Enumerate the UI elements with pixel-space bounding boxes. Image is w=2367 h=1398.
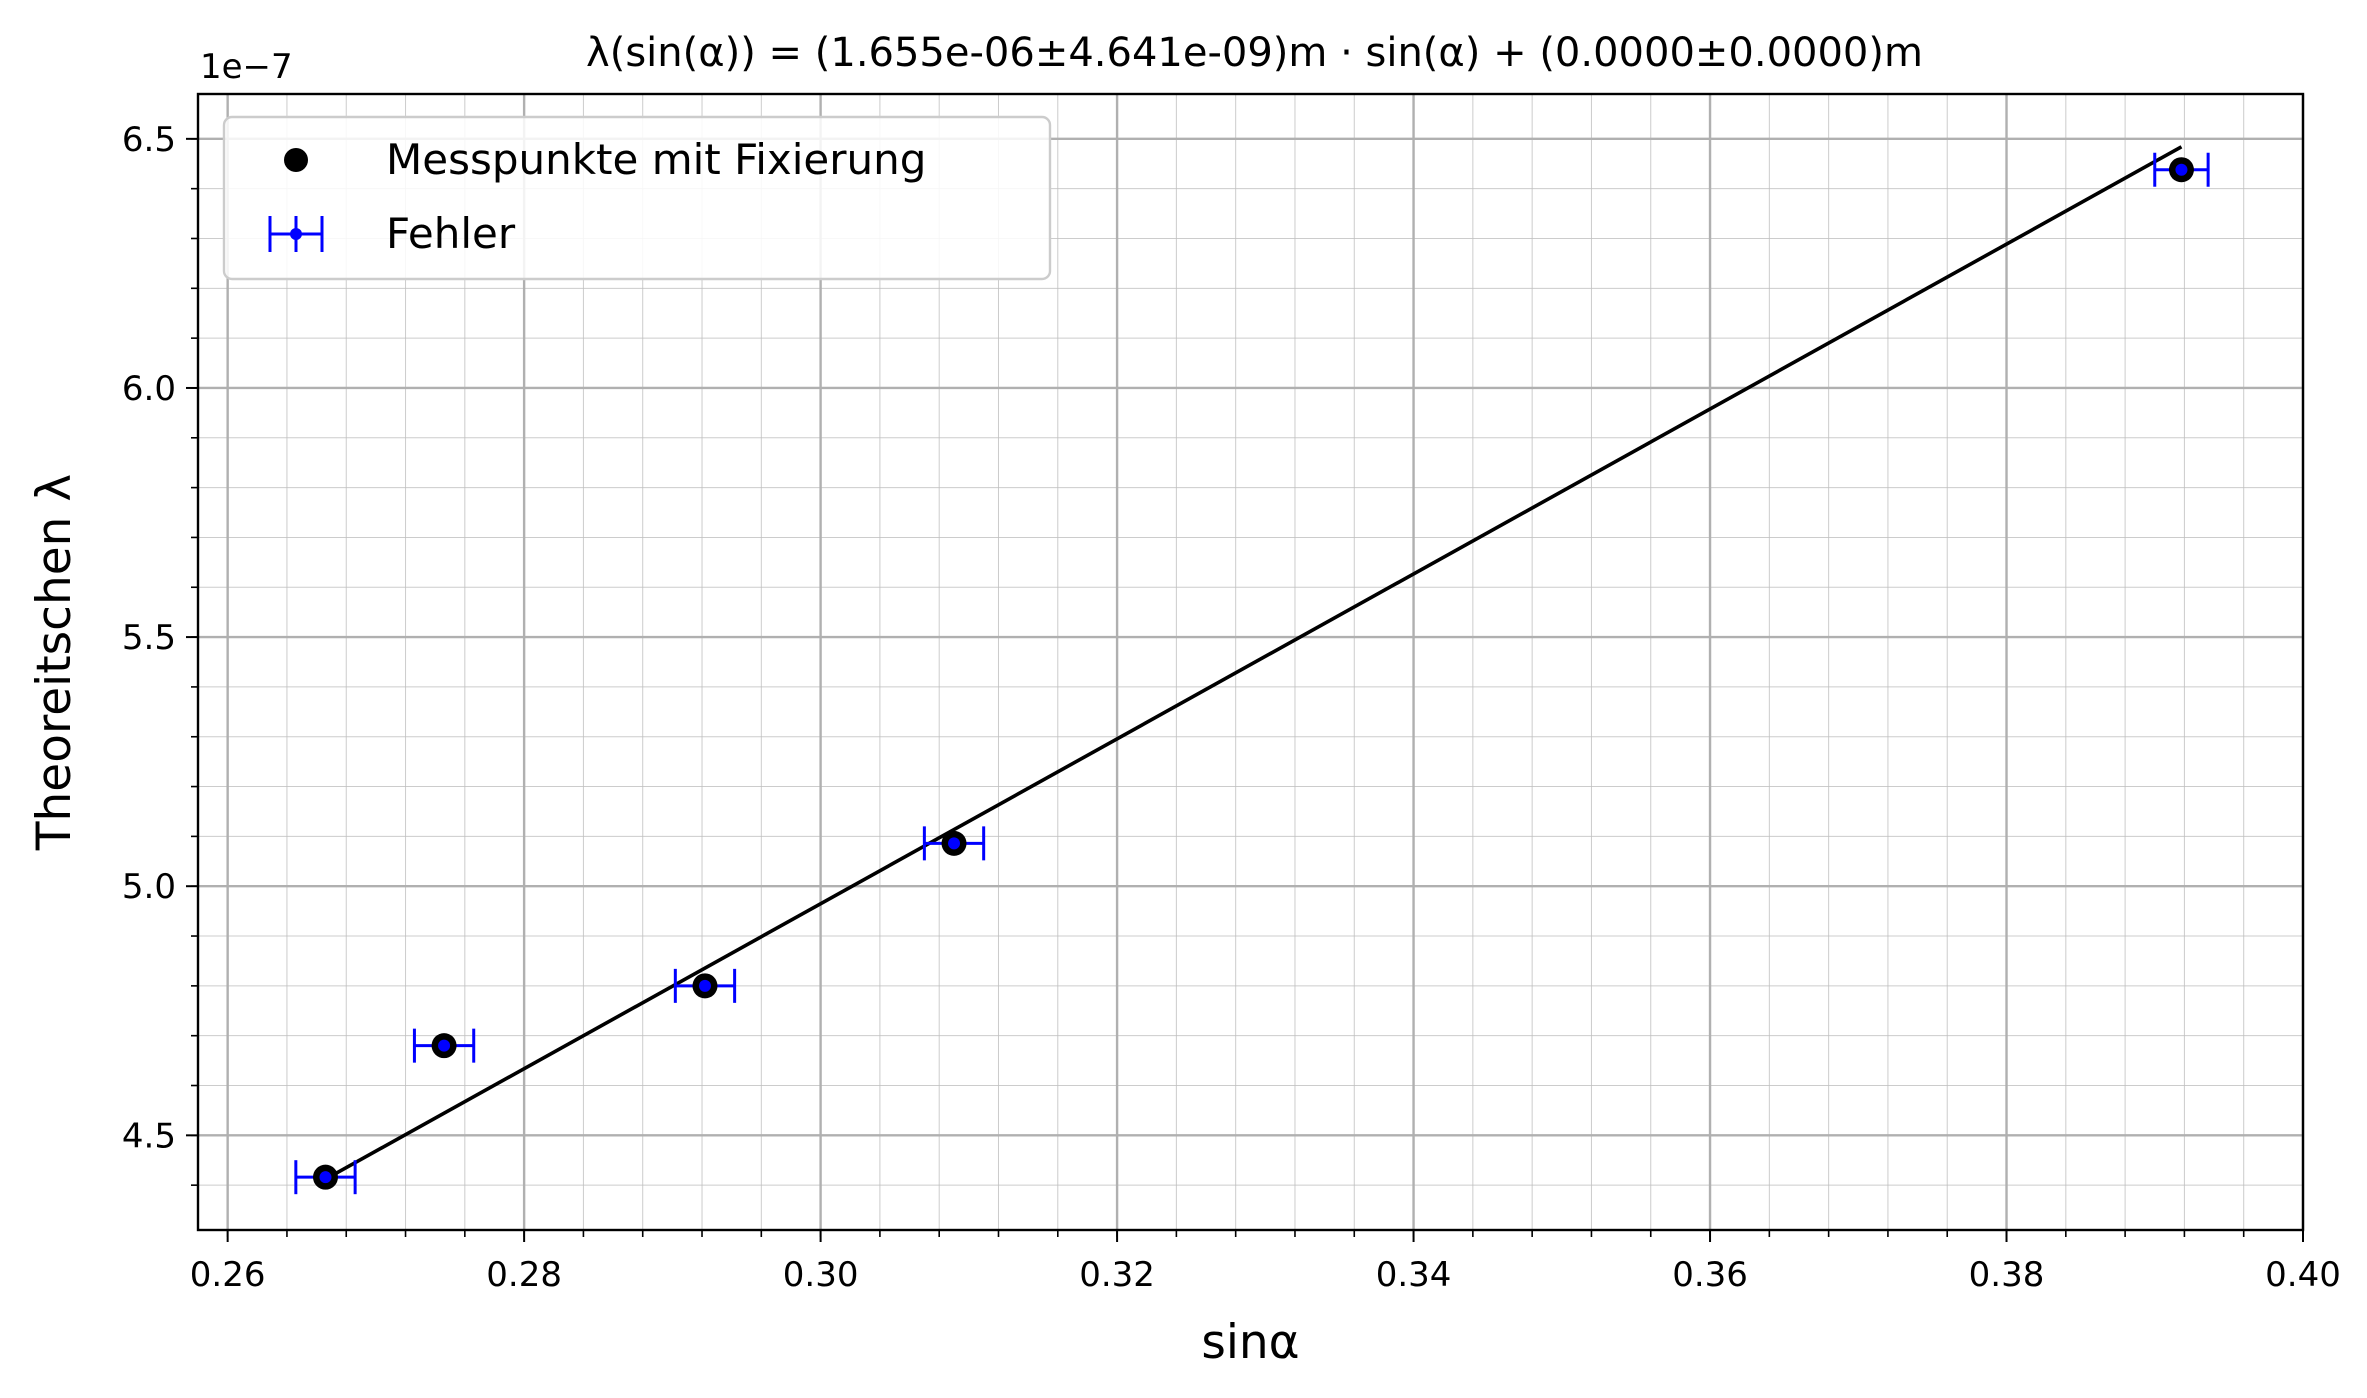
- legend-errorbar-dot: [290, 228, 302, 240]
- data-point-center: [948, 837, 961, 850]
- x-tick-label: 0.30: [783, 1255, 859, 1295]
- x-axis-label: sinα: [1201, 1315, 1299, 1370]
- legend-marker-points: [284, 148, 308, 172]
- y-offset-label: 1e−7: [200, 47, 293, 87]
- legend-marker-errorbar: [268, 216, 324, 252]
- data-point-center: [698, 979, 711, 992]
- x-tick-label: 0.36: [1672, 1255, 1748, 1295]
- fit-line: [324, 145, 2183, 1181]
- data-point: [941, 830, 967, 856]
- legend-box: [222, 115, 1052, 281]
- data-point-center: [319, 1171, 332, 1184]
- plot-frame: [196, 92, 2305, 1232]
- data-point: [692, 973, 718, 999]
- x-tick-label: 0.28: [486, 1255, 562, 1295]
- chart-title: λ(sin(α)) = (1.655e-06±4.641e-09)m · sin…: [586, 30, 1923, 76]
- x-tick-label: 0.38: [1969, 1255, 2045, 1295]
- series-layer: [294, 145, 2210, 1195]
- plot-area: [198, 94, 2303, 1230]
- x-tick-label: 0.26: [190, 1255, 266, 1295]
- legend-label-points: Messpunkte mit Fixierung: [386, 135, 926, 184]
- legend: Messpunkte mit Fixierung Fehler: [222, 115, 1052, 281]
- y-tick-label: 6.5: [122, 120, 176, 160]
- x-tick-label: 0.32: [1079, 1255, 1155, 1295]
- axis-ticks: 0.26 0.28 0.30 0.32 0.34 0.36 0.38 0.40 4.5 5.0 5.…: [122, 120, 2341, 1295]
- x-tick-label: 0.34: [1376, 1255, 1452, 1295]
- data-point-center: [2175, 163, 2188, 176]
- y-tick-label: 4.5: [122, 1116, 176, 1156]
- y-tick-label: 5.0: [122, 867, 176, 907]
- x-tick-label: 0.40: [2265, 1255, 2341, 1295]
- major-grid: [198, 94, 2305, 1230]
- data-point: [312, 1164, 338, 1190]
- y-tick-label: 6.0: [122, 369, 176, 409]
- data-point: [431, 1033, 457, 1059]
- y-axis-label: Theoreitschen λ: [27, 474, 82, 851]
- data-point: [2168, 157, 2194, 183]
- legend-label-errorbar: Fehler: [386, 209, 516, 258]
- data-point-center: [438, 1039, 451, 1052]
- y-tick-label: 5.5: [122, 618, 176, 658]
